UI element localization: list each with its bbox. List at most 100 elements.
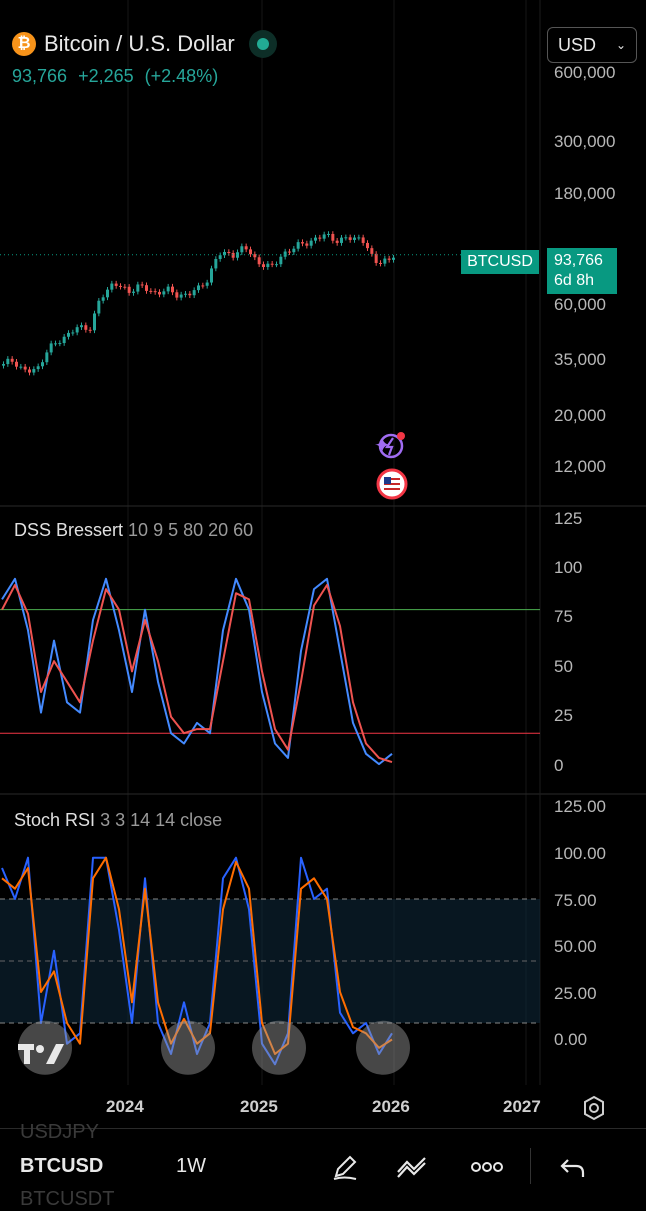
- candle: [201, 285, 205, 287]
- candle: [153, 291, 157, 293]
- candle: [223, 251, 226, 256]
- price-change-percent: (+2.48%): [144, 66, 219, 86]
- candle: [136, 284, 140, 292]
- candle: [32, 369, 36, 373]
- highlight-circle: [356, 1020, 410, 1075]
- candle: [266, 263, 270, 268]
- interval-button[interactable]: 1W: [176, 1155, 206, 1177]
- price-axis-label: 600,000: [554, 63, 616, 82]
- candle: [192, 290, 196, 296]
- candle: [80, 325, 83, 328]
- candle: [188, 293, 192, 296]
- candle: [140, 284, 144, 286]
- pencil-icon[interactable]: [328, 1150, 362, 1184]
- dss-axis-label: 125: [554, 509, 583, 528]
- candle: [49, 343, 53, 353]
- candle: [41, 362, 44, 367]
- candle: [84, 325, 88, 330]
- candle: [214, 258, 218, 269]
- candle: [253, 254, 257, 258]
- price-axis-label: 12,000: [554, 457, 606, 476]
- candle: [387, 258, 391, 260]
- candle: [123, 286, 127, 288]
- undo-icon[interactable]: [556, 1150, 590, 1184]
- svg-text:✦: ✦: [374, 435, 391, 457]
- chevron-down-icon: ⌄: [615, 38, 626, 52]
- price-axis-label: 300,000: [554, 132, 616, 151]
- candle: [240, 246, 244, 253]
- dss-axis-label: 0: [554, 756, 564, 775]
- price-summary: 93,766 +2,265 (+2.48%): [12, 66, 224, 87]
- candle: [331, 233, 335, 241]
- candle: [301, 242, 304, 244]
- candle: [106, 289, 109, 298]
- candle: [249, 249, 252, 255]
- tradingview-logo-icon: [18, 1040, 66, 1075]
- candle: [45, 352, 49, 363]
- dss-indicator-title[interactable]: DSS Bressert 10 9 5 80 20 60: [14, 520, 253, 541]
- drawing-tools-icon[interactable]: [395, 1150, 429, 1184]
- candle: [175, 292, 179, 298]
- candle: [296, 242, 300, 249]
- candle: [218, 255, 222, 259]
- candle: [314, 237, 317, 241]
- candle: [184, 293, 187, 295]
- candle: [335, 240, 339, 243]
- highlight-circle: [18, 1020, 72, 1075]
- candle: [54, 343, 57, 345]
- candle: [58, 343, 62, 345]
- stoch-rsi-name: Stoch RSI: [14, 810, 96, 830]
- candle: [392, 257, 395, 260]
- candle: [305, 243, 309, 246]
- candle: [28, 369, 31, 373]
- symbol-button[interactable]: BTCUSD: [20, 1155, 104, 1177]
- dss-line: [1, 584, 393, 764]
- stoch-rsi-line: [1, 856, 393, 1066]
- candle: [383, 258, 387, 264]
- price-change: +2,265: [78, 66, 134, 86]
- candle: [366, 242, 369, 249]
- candle: [10, 358, 14, 362]
- dss-axis-label: 25: [554, 706, 573, 725]
- dss-axis-label: 75: [554, 607, 573, 626]
- bar-countdown: 6d 8h: [554, 272, 595, 289]
- dss-name: DSS Bressert: [14, 520, 124, 540]
- candle: [262, 264, 265, 268]
- stoch-rsi-indicator-title[interactable]: Stoch RSI 3 3 14 14 close: [14, 810, 222, 831]
- candle: [205, 282, 209, 286]
- prev-symbol[interactable]: USDJPY: [20, 1121, 99, 1143]
- market-open-indicator: [248, 30, 277, 58]
- dss-axis-label: 100: [554, 558, 583, 577]
- candle: [110, 283, 114, 290]
- candle: [244, 246, 248, 250]
- symbol-header[interactable]: ₿ Bitcoin / U.S. Dollar: [12, 30, 277, 58]
- candle: [197, 285, 200, 291]
- last-price: 93,766: [12, 66, 68, 86]
- price-axis-label: 35,000: [554, 350, 606, 369]
- more-icon[interactable]: [470, 1150, 504, 1184]
- candle: [357, 237, 361, 239]
- candle: [292, 248, 296, 253]
- candle: [127, 286, 131, 293]
- highlight-circle: [252, 1020, 306, 1075]
- dss-axis-label: 50: [554, 657, 573, 676]
- candle: [6, 358, 10, 365]
- candle: [93, 313, 96, 331]
- candle: [270, 263, 274, 265]
- symbol-title: Bitcoin / U.S. Dollar: [44, 31, 235, 56]
- currency-select[interactable]: USD ⌄: [547, 27, 637, 63]
- stoch-axis-label: 75.00: [554, 891, 597, 910]
- us-economic-event-icon[interactable]: [376, 468, 408, 500]
- chart-settings-icon[interactable]: [580, 1094, 608, 1122]
- stoch-rsi-params: 3 3 14 14 close: [100, 810, 223, 830]
- candle: [132, 291, 135, 293]
- candle: [145, 285, 148, 291]
- time-axis-label: 2025: [240, 1097, 278, 1116]
- candle: [23, 366, 27, 370]
- candle: [15, 361, 18, 367]
- candle: [162, 291, 166, 295]
- lightning-event-icon[interactable]: ✦: [370, 430, 408, 460]
- candle: [71, 332, 75, 334]
- candle: [322, 234, 326, 239]
